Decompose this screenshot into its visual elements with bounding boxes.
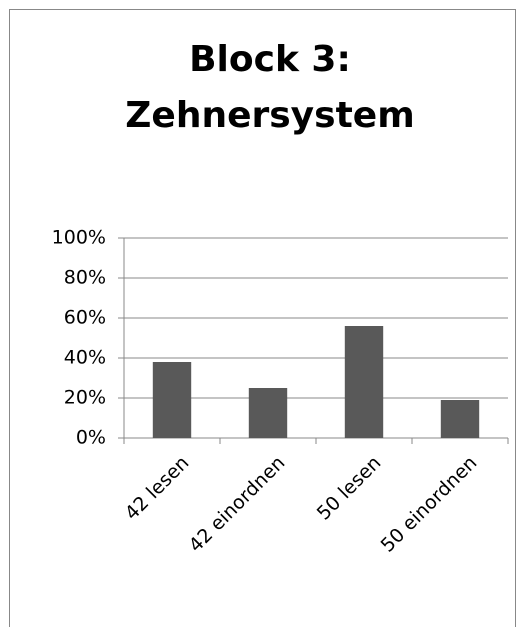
x-tick-label: 42 einordnen — [185, 452, 290, 557]
bar — [344, 326, 384, 438]
bar — [440, 400, 480, 438]
x-tick-label: 42 lesen — [121, 452, 194, 525]
bar — [152, 362, 192, 438]
y-tick-label: 80% — [64, 267, 106, 289]
x-tick-label: 50 einordnen — [377, 452, 482, 557]
y-tick-label: 20% — [64, 387, 106, 409]
y-tick-label: 0% — [76, 427, 106, 449]
y-tick-label: 40% — [64, 347, 106, 369]
y-tick-label: 100% — [52, 227, 106, 249]
chart-title: Block 3: Zehnersystem — [125, 39, 415, 136]
chart-frame — [9, 9, 516, 627]
x-tick-label: 50 lesen — [313, 452, 386, 525]
y-tick-label: 60% — [64, 307, 106, 329]
bar — [248, 388, 288, 438]
